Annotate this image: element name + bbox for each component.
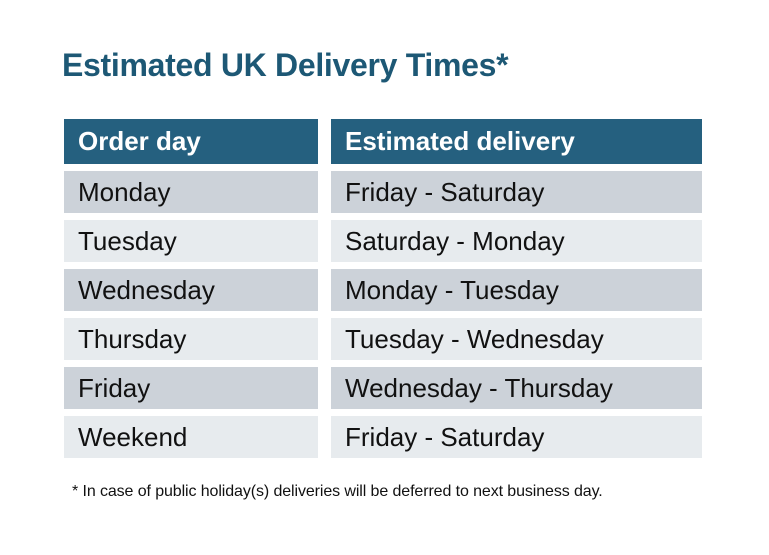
cell-delivery-friday: Wednesday - Thursday — [331, 367, 702, 409]
page-title: Estimated UK Delivery Times* — [62, 47, 509, 83]
footnote: * In case of public holiday(s) deliverie… — [72, 483, 603, 500]
column-header-estimated-delivery: Estimated delivery — [331, 119, 702, 164]
cell-order-day-monday: Monday — [64, 171, 318, 213]
cell-order-day-tuesday: Tuesday — [64, 220, 318, 262]
cell-order-day-thursday: Thursday — [64, 318, 318, 360]
cell-delivery-weekend: Friday - Saturday — [331, 416, 702, 458]
cell-order-day-wednesday: Wednesday — [64, 269, 318, 311]
cell-delivery-wednesday: Monday - Tuesday — [331, 269, 702, 311]
cell-delivery-tuesday: Saturday - Monday — [331, 220, 702, 262]
column-header-order-day: Order day — [64, 119, 318, 164]
cell-delivery-thursday: Tuesday - Wednesday — [331, 318, 702, 360]
cell-order-day-weekend: Weekend — [64, 416, 318, 458]
cell-order-day-friday: Friday — [64, 367, 318, 409]
delivery-times-table: Order day Estimated delivery Monday Frid… — [64, 119, 702, 458]
cell-delivery-monday: Friday - Saturday — [331, 171, 702, 213]
